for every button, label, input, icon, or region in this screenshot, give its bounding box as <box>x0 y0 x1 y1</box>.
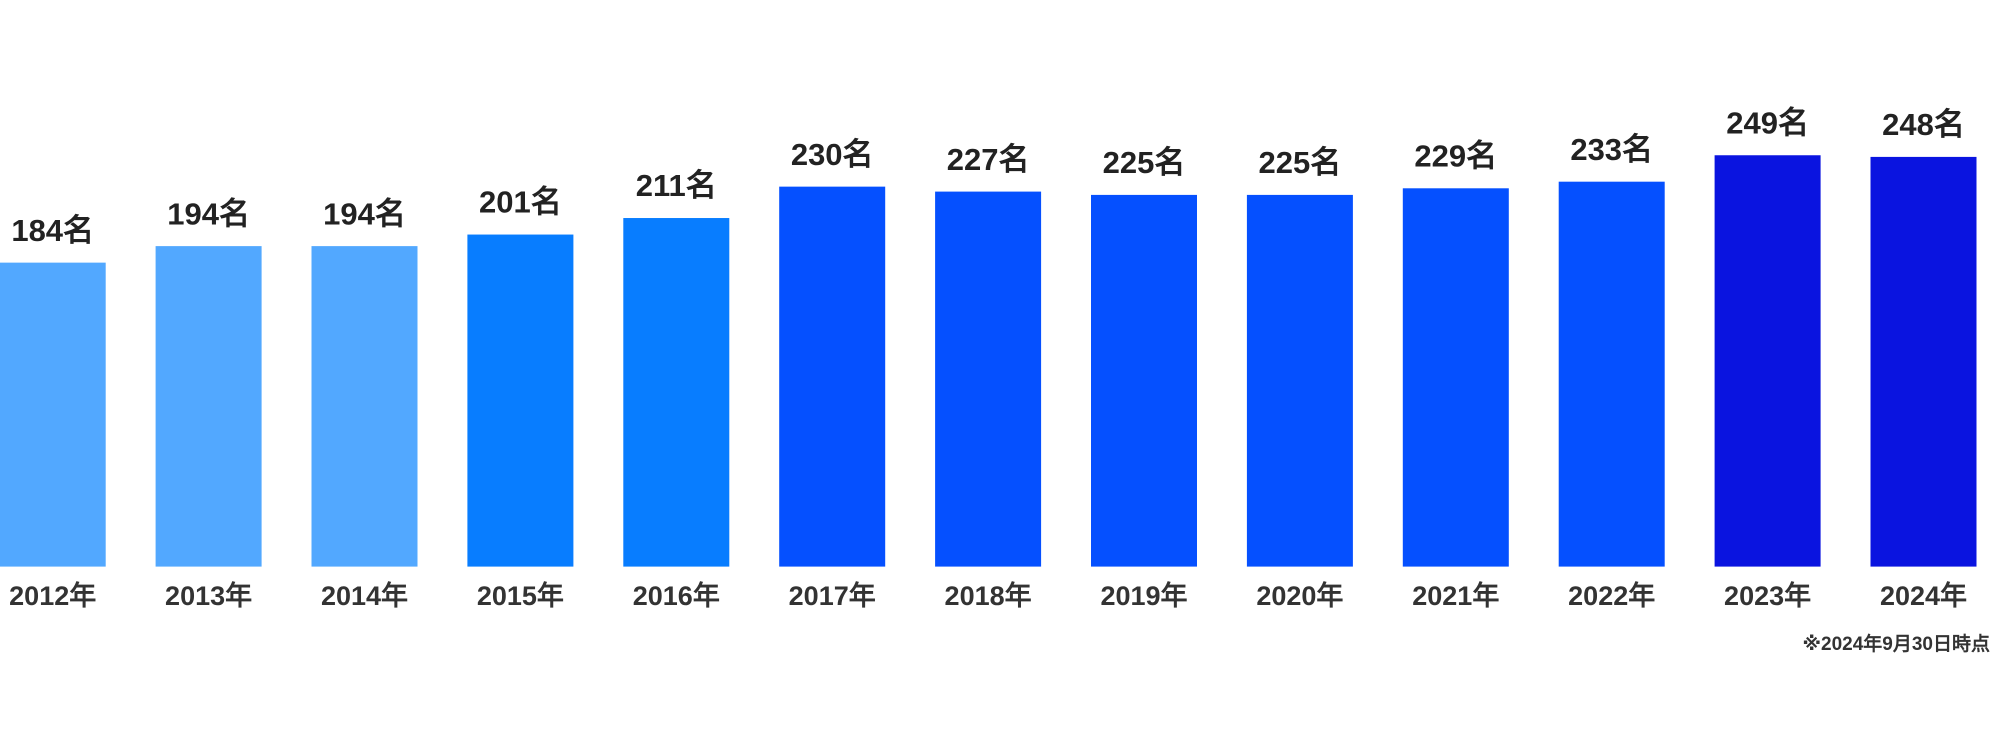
value-label: 194名 <box>323 196 406 231</box>
x-tick-label: 2019年 <box>1100 580 1187 611</box>
value-label: 201名 <box>479 185 562 220</box>
bar <box>1246 194 1353 567</box>
bar <box>155 246 262 567</box>
bar <box>311 246 418 567</box>
bar <box>1870 156 1977 567</box>
bar <box>467 234 574 567</box>
x-tick-label: 2015年 <box>477 580 564 611</box>
bar <box>1091 194 1197 567</box>
x-tick-label: 2024年 <box>1880 580 1967 611</box>
x-tick-label: 2017年 <box>789 580 876 611</box>
x-tick-label: 2012年 <box>9 580 96 611</box>
bar <box>623 218 730 567</box>
bar <box>935 191 1042 567</box>
bar <box>0 262 106 567</box>
bar <box>1558 181 1665 567</box>
x-tick-label: 2022年 <box>1568 580 1655 611</box>
value-label: 184名 <box>11 213 94 248</box>
x-tick-label: 2016年 <box>633 580 720 611</box>
x-tick-label: 2020年 <box>1256 580 1343 611</box>
x-tick-label: 2013年 <box>165 580 252 611</box>
value-label: 249名 <box>1726 105 1809 140</box>
value-label: 194名 <box>167 196 250 231</box>
bar <box>1402 188 1509 567</box>
x-tick-label: 2023年 <box>1724 580 1811 611</box>
value-label: 227名 <box>947 142 1030 177</box>
value-label: 225名 <box>1103 145 1186 180</box>
value-label: 233名 <box>1570 132 1653 167</box>
value-label: 229名 <box>1414 138 1497 173</box>
bar <box>779 186 886 567</box>
value-label: 230名 <box>791 137 874 172</box>
value-label: 211名 <box>636 168 717 203</box>
bar <box>1714 155 1821 567</box>
value-label: 248名 <box>1882 107 1965 142</box>
x-tick-label: 2021年 <box>1412 580 1499 611</box>
x-tick-label: 2014年 <box>321 580 408 611</box>
value-label: 225名 <box>1259 145 1342 180</box>
footnote: ※2024年9月30日時点 <box>1803 632 1990 655</box>
x-tick-label: 2018年 <box>945 580 1032 611</box>
